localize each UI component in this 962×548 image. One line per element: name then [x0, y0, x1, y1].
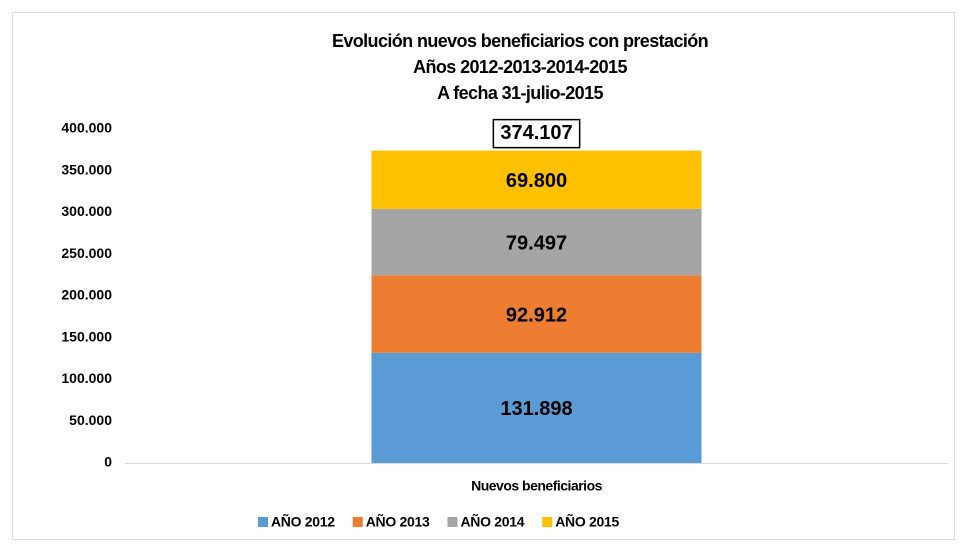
chart-title: Evolución nuevos beneficiarios con prest… — [332, 31, 708, 51]
y-tick-label: 100.000 — [61, 370, 112, 386]
y-tick-label: 300.000 — [61, 203, 112, 219]
legend-label: AÑO 2014 — [461, 513, 525, 530]
legend-swatch — [258, 517, 268, 527]
chart-title: Años 2012-2013-2014-2015 — [413, 57, 627, 77]
value-label: 69.800 — [506, 170, 567, 192]
chart-title: A fecha 31-julio-2015 — [437, 83, 603, 103]
total-box — [492, 118, 581, 149]
legend-swatch — [352, 517, 363, 527]
y-tick-label: 200.000 — [61, 287, 112, 303]
y-tick-label: 250.000 — [61, 245, 112, 261]
legend-label: AÑO 2012 — [271, 513, 335, 530]
y-tick-label: 150.000 — [61, 328, 112, 344]
bar-segment — [371, 208, 702, 276]
bar-segment — [371, 352, 702, 463]
legend-label: AÑO 2013 — [366, 513, 430, 530]
legend-label: AÑO 2015 — [555, 513, 619, 530]
y-tick-label: 0 — [104, 454, 112, 470]
x-tick-label: Nuevos beneficiarios — [471, 478, 603, 494]
y-tick-label: 400.000 — [61, 120, 112, 136]
legend-swatch — [542, 517, 553, 527]
y-tick-label: 50.000 — [69, 412, 112, 428]
value-label: 131.898 — [500, 398, 572, 420]
y-tick-label: 350.000 — [61, 161, 112, 177]
legend-swatch — [447, 517, 458, 527]
bar-segment — [371, 150, 702, 209]
value-label: 79.497 — [506, 232, 567, 254]
value-label: 92.912 — [506, 304, 567, 326]
total-label: 374.107 — [500, 122, 572, 144]
bar-segment — [371, 275, 702, 353]
